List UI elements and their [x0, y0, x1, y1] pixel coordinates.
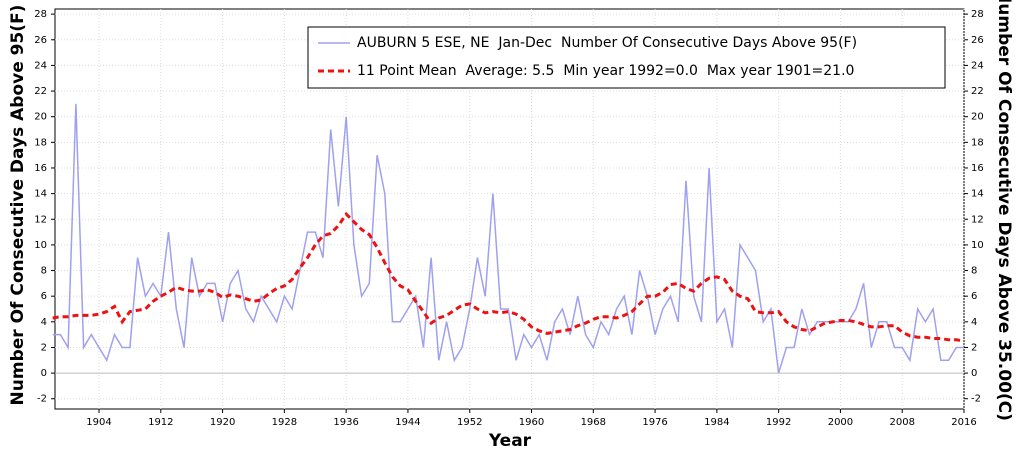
- y-tick-label: 14: [34, 189, 47, 200]
- y2-tick-label: 12: [971, 214, 984, 225]
- y-tick-label: 24: [34, 60, 47, 71]
- y2-tick-label: 4: [971, 317, 977, 328]
- x-tick-label: 1944: [395, 417, 420, 428]
- y-tick-label: 20: [34, 112, 47, 123]
- y2-tick-label: 6: [971, 291, 977, 302]
- y2-tick-label: 20: [971, 112, 984, 123]
- y2-tick-label: 28: [971, 9, 984, 20]
- y2-tick-label: 26: [971, 35, 984, 46]
- legend-label: 11 Point Mean Average: 5.5 Min year 1992…: [357, 63, 854, 79]
- data-line: [52, 211, 965, 343]
- y2-tick-label: 8: [971, 266, 977, 277]
- y-tick-label: 6: [41, 291, 47, 302]
- y-tick-label: 18: [34, 137, 47, 148]
- y-tick-label: 8: [41, 266, 47, 277]
- x-tick-label: 1984: [704, 417, 729, 428]
- x-tick-label: 1904: [86, 417, 111, 428]
- y2-axis-label: Number Of Consecutive Days Above 35.00(C…: [994, 0, 1014, 421]
- y2-tick-label: 16: [971, 163, 984, 174]
- y-tick-label: 0: [41, 368, 47, 379]
- y-tick-label: 26: [34, 35, 47, 46]
- x-tick-label: 2000: [828, 417, 853, 428]
- y2-tick-label: 0: [971, 368, 977, 379]
- y-tick-label: 22: [34, 86, 47, 97]
- x-tick-label: 1952: [457, 417, 482, 428]
- x-tick-label: 1920: [210, 417, 235, 428]
- y-tick-label: 12: [34, 214, 47, 225]
- y-tick-label: 28: [34, 9, 47, 20]
- y-tick-label: 4: [41, 317, 47, 328]
- y2-tick-label: 14: [971, 189, 984, 200]
- y2-tick-label: -2: [971, 394, 981, 405]
- x-tick-label: 1928: [272, 417, 297, 428]
- y-tick-label: 10: [34, 240, 47, 251]
- x-tick-label: 1992: [766, 417, 791, 428]
- y-tick-label: 16: [34, 163, 47, 174]
- y2-tick-label: 22: [971, 86, 984, 97]
- y2-tick-label: 18: [971, 137, 984, 148]
- legend-label: AUBURN 5 ESE, NE Jan-Dec Number Of Conse…: [357, 35, 857, 51]
- legend-box: [307, 26, 946, 89]
- x-tick-label: 2016: [951, 417, 976, 428]
- y-tick-label: -2: [37, 394, 47, 405]
- y2-tick-label: 2: [971, 342, 977, 353]
- x-tick-label: 1936: [333, 417, 358, 428]
- x-tick-label: 1960: [519, 417, 544, 428]
- y-axis-label: Number Of Consecutive Days Above 95(F): [8, 5, 28, 406]
- x-tick-label: 1976: [642, 417, 667, 428]
- y-tick-label: 2: [41, 342, 47, 353]
- y2-tick-label: 10: [971, 240, 984, 251]
- x-tick-label: 1968: [581, 417, 606, 428]
- y2-tick-label: 24: [971, 60, 984, 71]
- x-tick-label: 1912: [148, 417, 173, 428]
- x-tick-label: 2008: [889, 417, 914, 428]
- x-axis-label: Year: [488, 431, 532, 451]
- legend: AUBURN 5 ESE, NE Jan-Dec Number Of Conse…: [307, 26, 946, 89]
